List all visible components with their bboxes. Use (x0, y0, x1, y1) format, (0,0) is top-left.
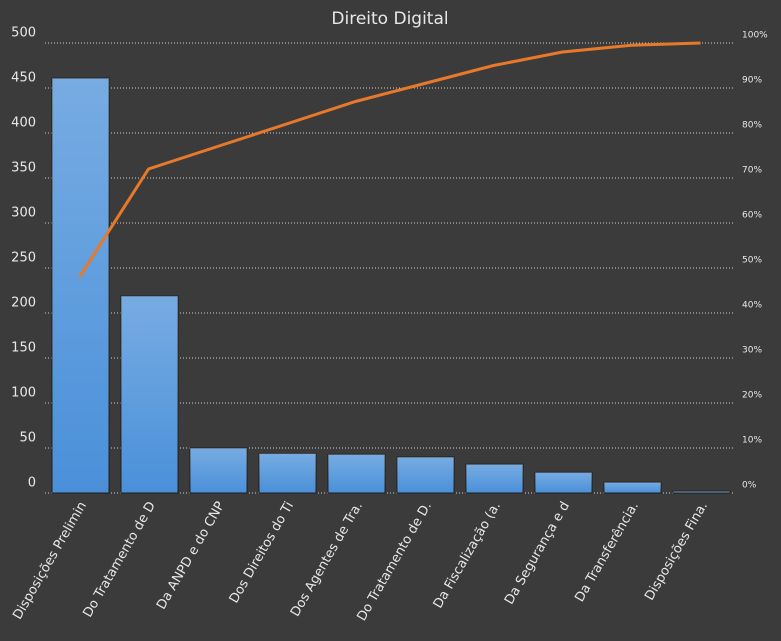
y2-tick-label: 20% (742, 391, 762, 401)
y-tick-label: 100 (11, 386, 36, 401)
bar-shine (673, 491, 730, 493)
y-tick-label: 500 (11, 26, 36, 41)
y2-tick-label: 30% (742, 346, 762, 356)
y2-tick-label: 10% (742, 436, 762, 446)
y2-tick-label: 100% (742, 31, 768, 41)
x-tick-label: Do Tratamento de D (81, 499, 159, 620)
y2-tick-label: 40% (742, 301, 762, 311)
bar-shine (535, 472, 592, 493)
bar-shine (121, 295, 178, 493)
y-tick-label: 0 (28, 476, 36, 491)
y2-tick-label: 90% (742, 76, 762, 86)
x-tick-label: Da ANPD e do CNP (154, 499, 228, 612)
chart-title: Direito Digital (331, 9, 448, 29)
bar-shine (259, 453, 316, 493)
x-tick-label: Disposições Prelimin (10, 499, 90, 622)
bar-shine (328, 454, 385, 493)
y-tick-label: 200 (11, 296, 36, 311)
x-tick-label: Dos Direitos do Ti (227, 499, 297, 606)
y-tick-label: 50 (19, 431, 36, 446)
x-tick-label: Disposições Fina. (642, 499, 711, 603)
y-tick-label: 250 (11, 251, 36, 266)
bar-shine (604, 482, 661, 493)
y2-tick-label: 50% (742, 256, 762, 266)
x-tick-label: Dos Agentes de Tra. (288, 499, 366, 619)
x-tick-label: Do Tratamento de D. (354, 499, 435, 624)
y-tick-label: 150 (11, 341, 36, 356)
cumulative-line (78, 41, 701, 278)
y2-tick-label: 60% (742, 211, 762, 221)
x-tick-label: Da Fiscalização (a. (431, 499, 504, 611)
bar-shine (52, 78, 109, 493)
x-tick-label: Da Transferência. (572, 499, 642, 605)
x-tick-label: Da Segurança e d (502, 499, 573, 607)
y-tick-label: 400 (11, 116, 36, 131)
bar-shine (190, 448, 247, 493)
y-tick-label: 450 (11, 71, 36, 86)
y-tick-label: 350 (11, 161, 36, 176)
y2-tick-label: 0% (742, 481, 757, 491)
bar-shine (397, 457, 454, 493)
bar-shine (466, 464, 523, 493)
y2-tick-label: 80% (742, 121, 762, 131)
y2-tick-label: 70% (742, 166, 762, 176)
y-tick-label: 300 (11, 206, 36, 221)
